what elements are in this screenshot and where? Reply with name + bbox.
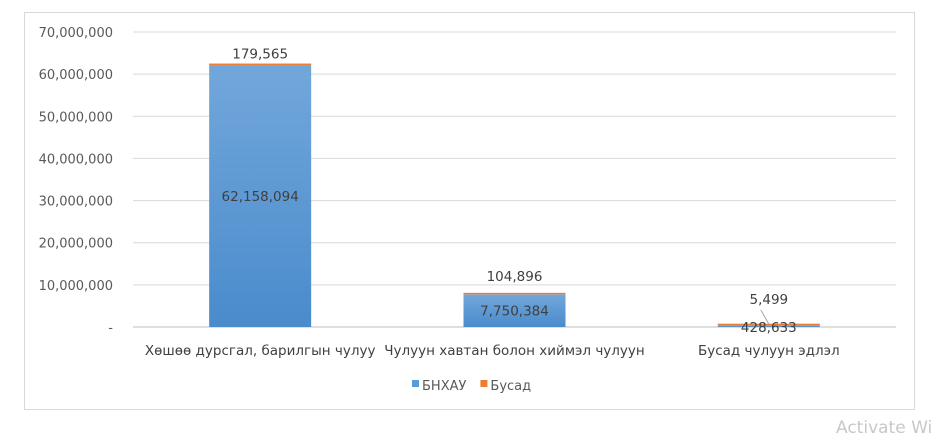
- y-tick-label: 20,000,000: [39, 237, 113, 252]
- data-label-bnhau: 7,750,384: [480, 304, 549, 320]
- data-label-busad: 104,896: [487, 269, 543, 285]
- bar-bnhau: [717, 325, 820, 327]
- data-label-bnhau: 428,633: [741, 320, 797, 336]
- legend-swatch-busad: [480, 380, 488, 387]
- data-label-busad: 5,499: [750, 292, 789, 308]
- y-tick-label: 60,000,000: [39, 68, 113, 83]
- bar-bnhau: [209, 65, 312, 327]
- bar-busad: [209, 63, 312, 66]
- legend-label: Бусад: [490, 379, 531, 394]
- y-tick-label: 70,000,000: [39, 26, 113, 41]
- x-category-label: Чулуун хавтан болон хиймэл чулуун: [384, 343, 644, 359]
- y-tick-label: 40,000,000: [39, 152, 113, 167]
- y-tick-label: 50,000,000: [39, 110, 113, 125]
- y-tick-label: -: [108, 321, 113, 336]
- y-tick-label: 30,000,000: [39, 195, 113, 210]
- legend-swatch-bnhau: [412, 380, 419, 387]
- x-category-label: Хөшөө дурсгал, барилгын чулуу: [145, 343, 376, 359]
- activate-windows-watermark: Activate Wi: [836, 418, 933, 438]
- data-label-bnhau: 62,158,094: [222, 189, 299, 205]
- data-label-busad: 179,565: [232, 46, 288, 62]
- x-category-label: Бусад чулуун эдлэл: [698, 343, 840, 359]
- leader-line: [760, 309, 770, 325]
- legend-label: БНХАУ: [422, 379, 466, 394]
- bar-bnhau: [463, 294, 566, 327]
- chart-frame: [24, 12, 915, 410]
- bar-busad: [717, 323, 820, 326]
- bar-busad: [463, 292, 566, 295]
- y-tick-label: 10,000,000: [39, 279, 113, 294]
